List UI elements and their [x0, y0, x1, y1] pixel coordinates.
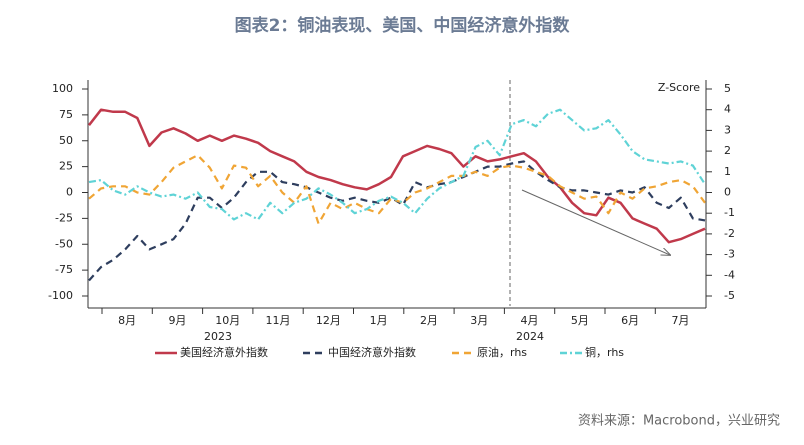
y2-tick-label: -4 [724, 268, 735, 281]
y-tick-label: 25 [59, 160, 73, 173]
series-line [88, 108, 706, 244]
x-tick-label: 11月 [266, 314, 291, 327]
x-tick-label: 7月 [671, 314, 689, 327]
y-tick-label: -100 [48, 289, 73, 302]
y-tick-label: 75 [59, 108, 73, 121]
x-tick-label: 4月 [521, 314, 539, 327]
y2-tick-label: -3 [724, 248, 735, 261]
legend-label: 中国经济意外指数 [328, 345, 416, 359]
x-tick-label: 10月 [215, 314, 240, 327]
y2-tick-label: -1 [724, 206, 735, 219]
legend-label: 美国经济意外指数 [180, 345, 268, 359]
y2-tick-label: -2 [724, 227, 735, 240]
trend-arrow [521, 189, 670, 255]
y2-tick-label: 1 [724, 165, 731, 178]
year-label: 2023 [204, 330, 232, 343]
series-line [88, 154, 706, 225]
y2-tick-label: 5 [724, 82, 731, 95]
x-tick-label: 12月 [316, 314, 341, 327]
year-label: 2024 [516, 330, 544, 343]
y2-tick-label: 4 [724, 103, 731, 116]
chart-title: 图表2：铜油表现、美国、中国经济意外指数 [235, 15, 571, 36]
x-tick-label: 5月 [571, 314, 589, 327]
source-note: 资料来源：Macrobond，兴业研究 [578, 414, 780, 429]
series-line [88, 108, 706, 221]
legend-label: 原油，rhs [477, 345, 527, 359]
y2-tick-label: -5 [724, 289, 735, 302]
x-tick-label: 8月 [118, 314, 136, 327]
y2-tick-label: 2 [724, 144, 731, 157]
y2-tick-label: 0 [724, 186, 731, 199]
x-tick-label: 6月 [621, 314, 639, 327]
y-tick-label: -75 [55, 263, 73, 276]
x-tick-label: 9月 [168, 314, 186, 327]
y-tick-label: 0 [66, 186, 73, 199]
series-line [88, 160, 706, 282]
y-tick-label: -50 [55, 237, 73, 250]
y2-tick-label: 3 [724, 123, 731, 136]
y-tick-label: 100 [52, 82, 73, 95]
x-tick-label: 1月 [370, 314, 388, 327]
y-tick-label: 50 [59, 134, 73, 147]
y2-axis-label: Z-Score [658, 81, 700, 94]
y-tick-label: -25 [55, 211, 73, 224]
x-tick-label: 3月 [470, 314, 488, 327]
legend-label: 铜，rhs [585, 345, 624, 359]
x-tick-label: 2月 [420, 314, 438, 327]
